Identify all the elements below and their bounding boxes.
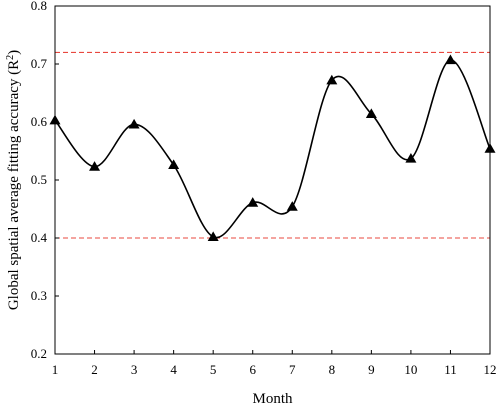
y-axis-title: Global spatial average fitting accuracy … <box>5 50 22 310</box>
y-tick-label: 0.4 <box>31 230 48 245</box>
x-axis-title: Month <box>252 391 293 407</box>
data-point-marker <box>207 231 219 241</box>
data-point-marker <box>286 201 298 211</box>
y-axis-ticks: 0.2 0.3 0.4 0.5 0.6 0.7 0.8 <box>31 0 59 361</box>
data-point-marker <box>444 54 456 65</box>
y-tick-label: 0.8 <box>31 0 47 13</box>
data-markers <box>49 54 496 241</box>
x-tick-label: 3 <box>131 362 138 377</box>
data-point-marker <box>405 153 417 163</box>
reference-lines <box>55 51 490 239</box>
data-point-marker <box>89 161 101 171</box>
x-tick-label: 5 <box>210 362 217 377</box>
x-axis-ticks: 1 2 3 4 5 6 7 8 9 10 11 12 <box>52 350 497 377</box>
x-tick-label: 8 <box>329 362 336 377</box>
data-point-marker <box>128 118 140 129</box>
data-point-marker <box>247 197 259 207</box>
x-tick-label: 11 <box>444 362 457 377</box>
x-tick-label: 12 <box>484 362 497 377</box>
data-point-marker <box>365 108 377 119</box>
y-axis-title-close: ) <box>6 50 22 55</box>
y-tick-label: 0.2 <box>31 346 47 361</box>
y-tick-label: 0.3 <box>31 288 47 303</box>
y-tick-label: 0.5 <box>31 172 47 187</box>
x-tick-label: 10 <box>404 362 417 377</box>
y-axis-title-superscript: 2 <box>5 55 16 60</box>
data-point-marker <box>326 74 338 85</box>
x-tick-label: 6 <box>249 362 256 377</box>
x-tick-label: 2 <box>91 362 98 377</box>
x-tick-label: 4 <box>170 362 177 377</box>
y-tick-label: 0.7 <box>31 56 48 71</box>
x-tick-label: 1 <box>52 362 59 377</box>
x-tick-label: 9 <box>368 362 375 377</box>
x-tick-label: 7 <box>289 362 296 377</box>
data-point-marker <box>168 159 180 170</box>
y-tick-label: 0.6 <box>31 114 48 129</box>
y-axis-title-text: Global spatial average fitting accuracy … <box>6 60 22 310</box>
